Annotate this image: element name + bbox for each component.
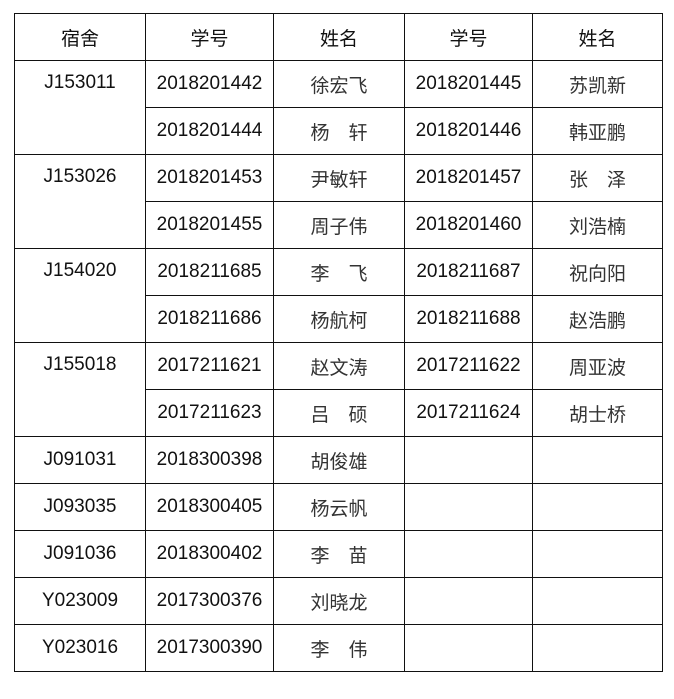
header-student-id: 学号 [404,13,533,61]
student-id-cell: 2018300405 [145,483,274,531]
dormitory-table: 宿舍 学号 姓名 学号 姓名 J153011 2018201442 徐宏飞 20182… [14,13,663,672]
student-id-cell: 2017300376 [145,577,274,625]
dorm-cell: J091036 [14,530,146,578]
student-id-cell: 2018211688 [404,295,533,343]
student-id-cell: 2017211621 [145,342,274,390]
dorm-cell: J093035 [14,483,146,531]
student-id-cell: 2017211622 [404,342,533,390]
name-cell: 张 泽 [532,154,663,202]
name-cell: 赵浩鹏 [532,295,663,343]
dorm-cell: Y023016 [14,624,146,672]
name-cell: 杨云帆 [273,483,405,531]
student-id-cell: 2018300398 [145,436,274,484]
name-cell: 杨航柯 [273,295,405,343]
header-row: 宿舍 学号 姓名 学号 姓名 [14,13,663,61]
dorm-cell: Y023009 [14,577,146,625]
header-name: 姓名 [273,13,405,61]
empty-cell [532,483,663,531]
name-cell: 周亚波 [532,342,663,390]
name-cell: 赵文涛 [273,342,405,390]
empty-cell [532,530,663,578]
header-dorm: 宿舍 [14,13,146,61]
empty-cell [532,436,663,484]
student-id-cell: 2018201442 [145,60,274,108]
dorm-cell: J153026 [14,154,146,249]
table-row: J093035 2018300405 杨云帆 [14,483,663,531]
name-cell: 李 飞 [273,248,405,296]
table-row: 2018201444 杨 轩 2018201446 韩亚鹏 [15,107,663,155]
dorm-cell: J154020 [14,248,146,343]
name-cell: 尹敏轩 [273,154,405,202]
name-cell: 李 伟 [273,624,405,672]
empty-cell [404,530,533,578]
empty-cell [404,577,533,625]
name-cell: 徐宏飞 [273,60,405,108]
student-id-cell: 2017211623 [145,389,274,437]
name-cell: 刘晓龙 [273,577,405,625]
name-cell: 胡俊雄 [273,436,405,484]
table-row: J155018 2017211621 赵文涛 2017211622 周亚波 [14,342,663,437]
dorm-cell: J091031 [14,436,146,484]
student-id-cell: 2017211624 [404,389,533,437]
name-cell: 刘浩楠 [532,201,663,249]
name-cell: 李 苗 [273,530,405,578]
table-row: J091031 2018300398 胡俊雄 [14,436,663,484]
name-cell: 苏凯新 [532,60,663,108]
student-id-cell: 2018211685 [145,248,274,296]
empty-cell [404,436,533,484]
empty-cell [404,624,533,672]
name-cell: 周子伟 [273,201,405,249]
empty-cell [532,577,663,625]
empty-cell [532,624,663,672]
empty-cell [404,483,533,531]
student-id-cell: 2018201453 [145,154,274,202]
header-student-id: 学号 [145,13,274,61]
table-row: Y023016 2017300390 李 伟 [14,624,663,672]
table-row: J154020 2018211685 李 飞 2018211687 祝向阳 [14,248,663,343]
student-id-cell: 2018201460 [404,201,533,249]
table-row: Y023009 2017300376 刘晓龙 [14,577,663,625]
student-id-cell: 2018201445 [404,60,533,108]
table-row: J091036 2018300402 李 苗 [14,530,663,578]
student-id-cell: 2018201455 [145,201,274,249]
student-id-cell: 2018211686 [145,295,274,343]
student-id-cell: 2018211687 [404,248,533,296]
header-name: 姓名 [532,13,663,61]
name-cell: 吕 硕 [273,389,405,437]
name-cell: 杨 轩 [273,107,405,155]
table-row: J153026 2018201453 尹敏轩 2018201457 张 泽 [14,154,663,249]
student-id-cell: 2018300402 [145,530,274,578]
name-cell: 韩亚鹏 [532,107,663,155]
student-id-cell: 2018201444 [145,107,274,155]
student-id-cell: 2018201457 [404,154,533,202]
table-row: J153011 2018201442 徐宏飞 2018201445 苏凯新 [14,60,663,155]
dorm-cell: J155018 [14,342,146,437]
table-row: 2018201455 周子伟 2018201460 刘浩楠 [15,201,663,249]
student-id-cell: 2017300390 [145,624,274,672]
name-cell: 胡士桥 [532,389,663,437]
dorm-cell: J153011 [14,60,146,155]
name-cell: 祝向阳 [532,248,663,296]
student-id-cell: 2018201446 [404,107,533,155]
